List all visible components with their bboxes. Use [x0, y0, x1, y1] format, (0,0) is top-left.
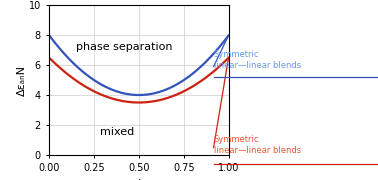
- Y-axis label: ΔεₐₙN: ΔεₐₙN: [17, 65, 27, 96]
- Text: Symmetric
linear—linear blends: Symmetric linear—linear blends: [214, 135, 301, 155]
- Text: phase separation: phase separation: [76, 42, 173, 52]
- Text: Symmetric
linear—linear blends: Symmetric linear—linear blends: [214, 50, 301, 71]
- X-axis label: ϕ: ϕ: [135, 179, 143, 180]
- Text: mixed: mixed: [100, 127, 135, 137]
